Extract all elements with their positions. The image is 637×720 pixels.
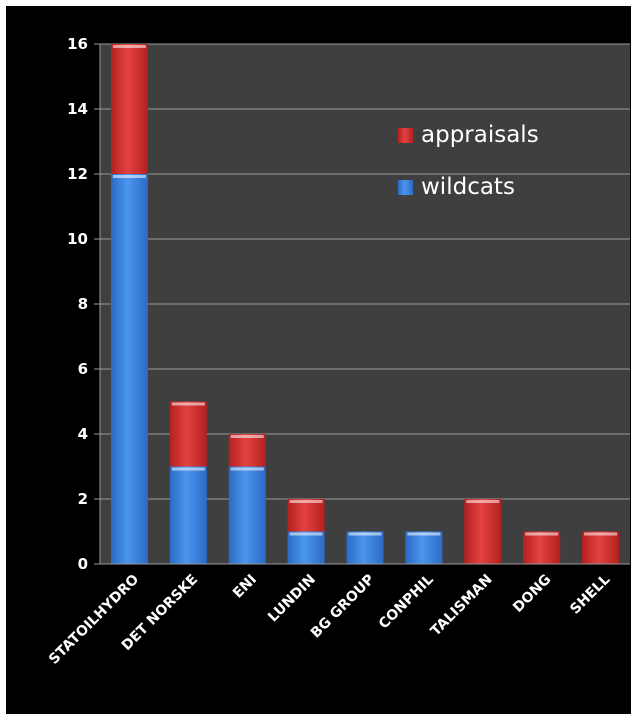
chart-frame: 0 2 4 6 8 10 12 14 16 STATOILHYDRO DET NORSKE ENI L… — [6, 6, 631, 714]
x-tick-label: BG GROUP — [308, 572, 378, 642]
bar-highlight — [171, 402, 205, 406]
bar-wildcats — [228, 466, 266, 564]
bar-wildcats — [405, 531, 443, 564]
bar-highlight — [112, 175, 146, 178]
y-tick-label: 6 — [78, 360, 88, 378]
y-tick-label: 10 — [67, 230, 88, 248]
bar-appraisals — [169, 401, 207, 467]
bar-appraisals — [464, 499, 502, 564]
x-tick-label: LUNDIN — [265, 572, 319, 626]
legend-label-wildcats: wildcats — [421, 174, 515, 200]
bar-highlight — [112, 45, 146, 48]
x-tick-label: ENI — [230, 572, 260, 602]
bar-appraisals — [110, 44, 148, 174]
bar-wildcats — [346, 531, 384, 564]
y-tick-label: 8 — [78, 295, 88, 313]
bar-highlight — [584, 532, 618, 536]
bar-highlight — [348, 532, 382, 536]
y-tick-label: 14 — [67, 100, 88, 118]
y-tick-label: 12 — [67, 165, 88, 183]
legend-label-appraisals: appraisals — [421, 122, 539, 148]
x-tick-label: TALISMAN — [428, 572, 496, 640]
bar-appraisals — [523, 531, 561, 564]
y-tick-label: 16 — [67, 35, 88, 53]
y-tick-label: 0 — [78, 555, 88, 573]
bar-appraisals — [228, 434, 266, 467]
bars — [110, 44, 620, 564]
x-tick-label: DONG — [510, 572, 554, 616]
y-axis: 0 2 4 6 8 10 12 14 16 — [67, 35, 101, 573]
bar-highlight — [171, 467, 205, 471]
bar-highlight — [230, 467, 264, 471]
bar-wildcats — [110, 174, 148, 564]
bar-wildcats — [287, 531, 325, 564]
bar-appraisals — [582, 531, 620, 564]
legend-swatch-appraisals — [398, 128, 413, 143]
x-tick-label: SHELL — [567, 571, 613, 617]
bar-highlight — [289, 500, 323, 503]
bar-wildcats — [169, 466, 207, 564]
y-tick-label: 2 — [78, 490, 88, 508]
bar-highlight — [525, 532, 559, 536]
bar-highlight — [407, 532, 441, 536]
legend: appraisals wildcats — [398, 122, 539, 200]
x-tick-label: CONPHIL — [376, 571, 437, 632]
bar-highlight — [466, 500, 500, 503]
bar-highlight — [230, 435, 264, 438]
bar-highlight — [289, 532, 323, 536]
x-tick-label: STATOILHYDRO — [46, 571, 142, 667]
y-tick-label: 4 — [78, 425, 88, 443]
bar-appraisals — [287, 499, 325, 532]
legend-swatch-wildcats — [398, 180, 413, 195]
